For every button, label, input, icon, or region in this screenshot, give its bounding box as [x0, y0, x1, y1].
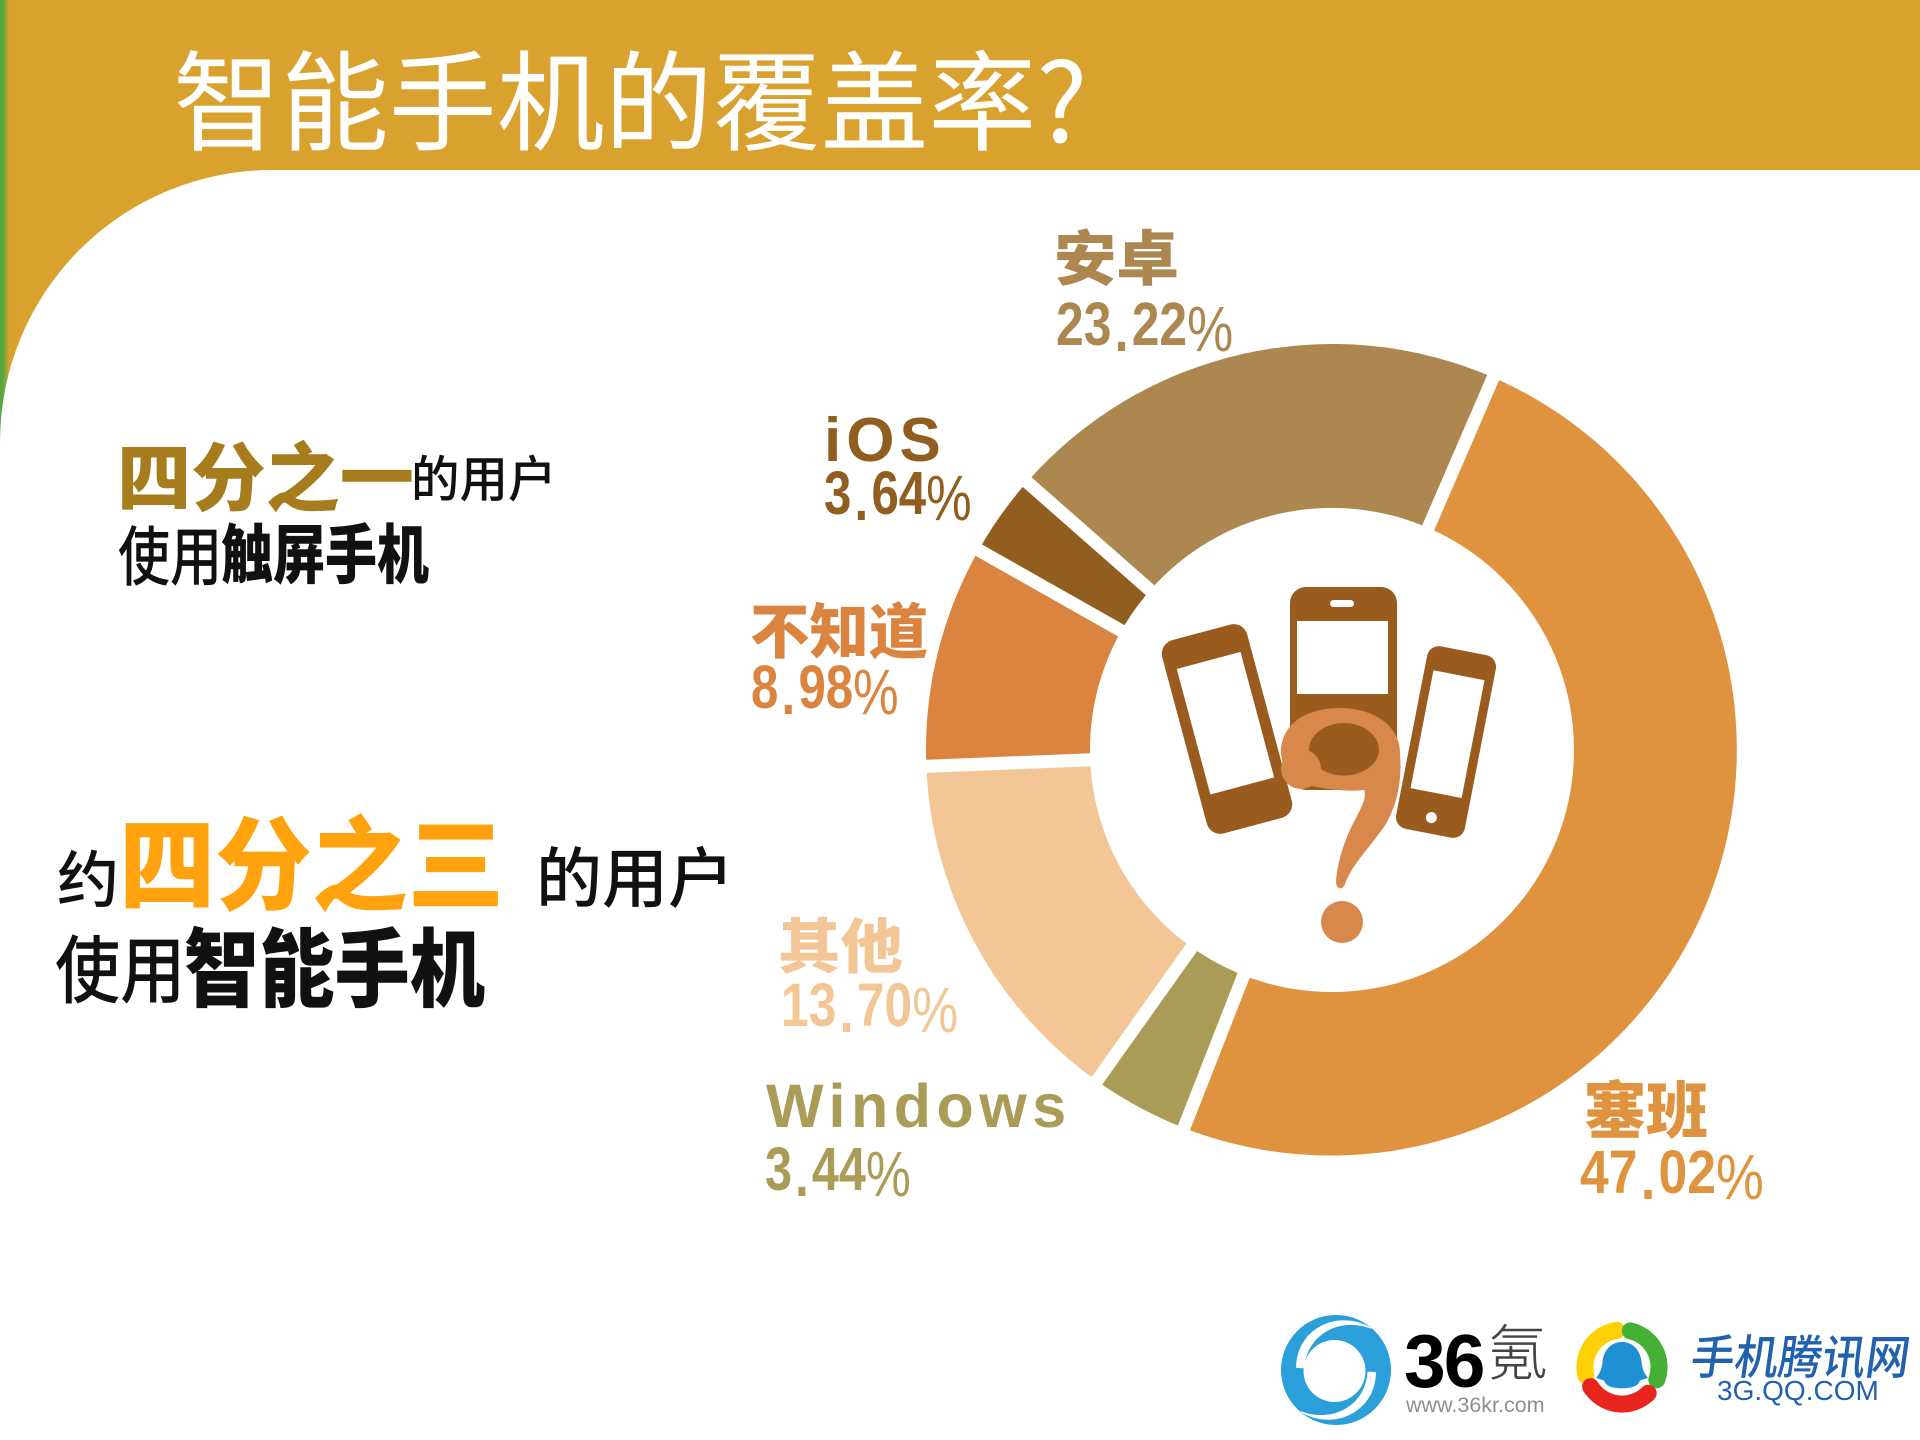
- svg-text:8.98%: 8.98%: [751, 653, 899, 729]
- svg-text:iOS: iOS: [824, 406, 946, 475]
- svg-text:47.02%: 47.02%: [1580, 1139, 1764, 1213]
- svg-text:3.64%: 3.64%: [824, 459, 972, 535]
- svg-text:3.44%: 3.44%: [765, 1135, 911, 1211]
- svg-text:www.36kr.com: www.36kr.com: [1405, 1393, 1545, 1417]
- svg-text:Windows: Windows: [766, 1072, 1072, 1140]
- svg-text:23.22%: 23.22%: [1056, 289, 1233, 365]
- svg-text:3G.QQ.COM: 3G.QQ.COM: [1717, 1375, 1879, 1406]
- svg-text:13.70%: 13.70%: [781, 970, 958, 1046]
- svg-text:36: 36: [1404, 1319, 1483, 1403]
